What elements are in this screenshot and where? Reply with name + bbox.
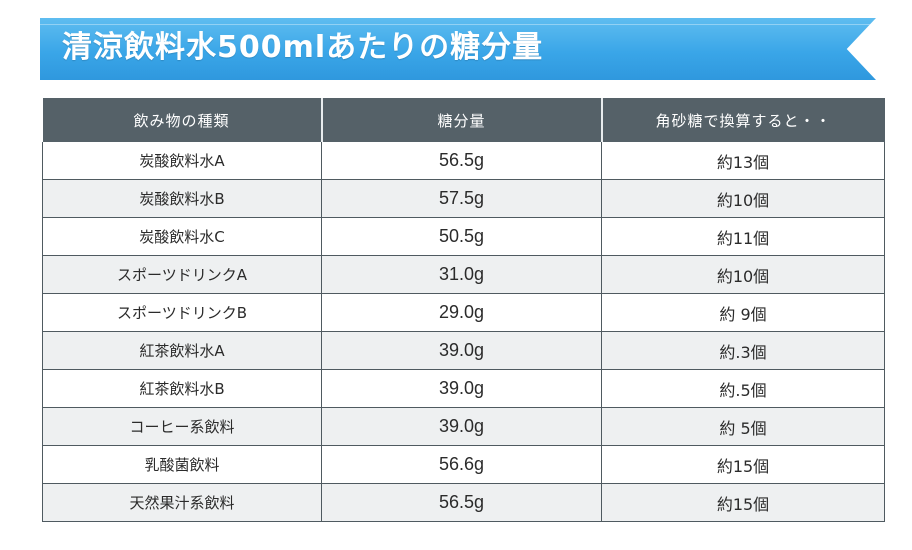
table-row: コーヒー系飲料 39.0g 約 5個: [42, 407, 885, 446]
sugar-cubes: 約.3個: [601, 331, 885, 370]
sugar-amount: 57.5g: [321, 179, 602, 218]
sugar-amount: 39.0g: [321, 369, 602, 408]
sugar-cubes: 約15個: [601, 445, 885, 484]
sugar-cubes: 約 9個: [601, 293, 885, 332]
sugar-cubes: 約.5個: [601, 369, 885, 408]
sugar-amount: 50.5g: [321, 217, 602, 256]
drink-name: コーヒー系飲料: [42, 407, 322, 446]
title-banner: 清涼飲料水500mlあたりの糖分量: [40, 18, 876, 80]
sugar-cubes: 約13個: [601, 142, 885, 180]
table-row: 紅茶飲料水A 39.0g 約.3個: [42, 331, 885, 370]
sugar-amount: 29.0g: [321, 293, 602, 332]
sugar-cubes: 約 5個: [601, 407, 885, 446]
table-header-row: 飲み物の種類 糖分量 角砂糖で換算すると・・: [42, 98, 885, 142]
sugar-table: 飲み物の種類 糖分量 角砂糖で換算すると・・ 炭酸飲料水A 56.5g 約13個…: [42, 98, 885, 522]
table-row: 乳酸菌飲料 56.6g 約15個: [42, 445, 885, 484]
table-row: 天然果汁系飲料 56.5g 約15個: [42, 483, 885, 522]
drink-name: 炭酸飲料水C: [42, 217, 322, 256]
sugar-amount: 31.0g: [321, 255, 602, 294]
table-row: スポーツドリンクA 31.0g 約10個: [42, 255, 885, 294]
sugar-amount: 56.5g: [321, 142, 602, 180]
table-row: 炭酸飲料水C 50.5g 約11個: [42, 217, 885, 256]
drink-name: 乳酸菌飲料: [42, 445, 322, 484]
sugar-cubes: 約10個: [601, 179, 885, 218]
sugar-amount: 56.6g: [321, 445, 602, 484]
table-row: 炭酸飲料水A 56.5g 約13個: [42, 142, 885, 180]
sugar-amount: 56.5g: [321, 483, 602, 522]
sugar-cubes: 約11個: [601, 217, 885, 256]
header-sugar-amount: 糖分量: [321, 98, 603, 142]
banner-highlight: [40, 24, 876, 25]
header-drink-type: 飲み物の種類: [42, 98, 323, 142]
sugar-cubes: 約15個: [601, 483, 885, 522]
drink-name: 炭酸飲料水A: [42, 142, 322, 180]
header-sugar-cubes: 角砂糖で換算すると・・: [601, 98, 885, 142]
drink-name: 紅茶飲料水B: [42, 369, 322, 408]
drink-name: 炭酸飲料水B: [42, 179, 322, 218]
sugar-amount: 39.0g: [321, 331, 602, 370]
table-row: 炭酸飲料水B 57.5g 約10個: [42, 179, 885, 218]
table-row: 紅茶飲料水B 39.0g 約.5個: [42, 369, 885, 408]
drink-name: 天然果汁系飲料: [42, 483, 322, 522]
drink-name: スポーツドリンクB: [42, 293, 322, 332]
drink-name: 紅茶飲料水A: [42, 331, 322, 370]
drink-name: スポーツドリンクA: [42, 255, 322, 294]
page-title: 清涼飲料水500mlあたりの糖分量: [62, 30, 544, 65]
table-row: スポーツドリンクB 29.0g 約 9個: [42, 293, 885, 332]
sugar-cubes: 約10個: [601, 255, 885, 294]
sugar-amount: 39.0g: [321, 407, 602, 446]
